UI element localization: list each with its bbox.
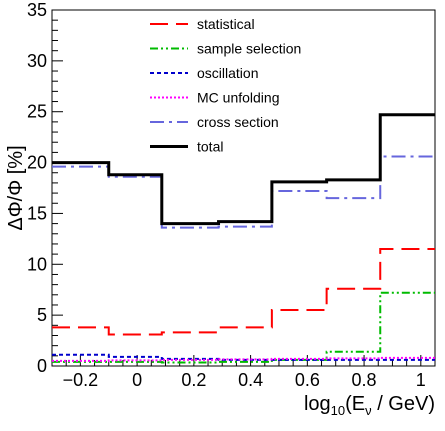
y-tick-label: 15 [27,203,47,223]
x-tick-label: 0.8 [352,370,377,390]
x-tick-label: 0.4 [238,370,263,390]
y-axis-title: ΔΦ/Φ [%] [5,145,27,230]
legend-label: statistical [197,16,255,32]
x-tick-label: 0.2 [181,370,206,390]
legend-label: oscillation [197,65,258,81]
legend-label: total [197,139,223,155]
series-total [52,113,435,226]
x-tick-label: 0 [132,370,142,390]
y-tick-label: 35 [27,0,47,20]
legend-label: cross section [197,114,279,130]
y-tick-label: 10 [27,254,47,274]
series-layer [52,113,435,364]
y-tick-label: 30 [27,51,47,71]
legend-label: MC unfolding [197,90,280,106]
x-tick-label: 1 [416,370,426,390]
series-statistical [52,248,435,336]
y-tick-label: 0 [37,356,47,376]
plot-frame [51,9,436,367]
series-cross-section [52,155,435,229]
legend: statistical sample selection oscillation MC… [150,16,301,155]
series-sample-selection [52,291,435,364]
axis-ticks: 0 5 10 15 20 25 30 35 −0.2 0 0.2 0.4 0.6 0.8 1 [27,0,436,390]
y-tick-label: 5 [37,305,47,325]
x-tick-label: −0.2 [63,370,99,390]
series-mc-unfolding [52,356,435,362]
x-axis-title: log10(Eν / GeV) [304,393,435,418]
x-tick-label: 0.6 [295,370,320,390]
y-tick-label: 20 [27,153,47,173]
y-tick-label: 25 [27,102,47,122]
legend-label: sample selection [197,41,301,57]
